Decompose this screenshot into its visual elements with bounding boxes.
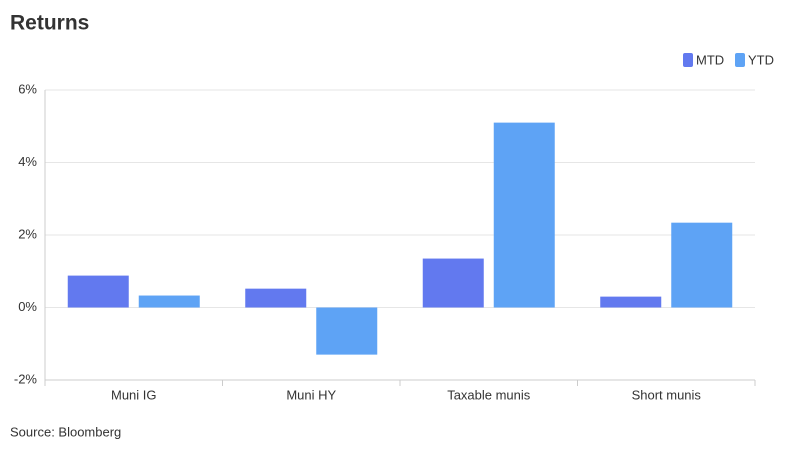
- bar: [245, 288, 307, 308]
- legend-swatch: [735, 53, 745, 67]
- legend-swatch: [683, 53, 693, 67]
- x-tick-label: Muni IG: [111, 387, 157, 402]
- source-note: Source: Bloomberg: [10, 424, 121, 439]
- bar: [600, 296, 662, 308]
- y-tick-label: 2%: [18, 226, 37, 241]
- x-tick-label: Short munis: [632, 387, 702, 402]
- x-tick-label: Muni HY: [286, 387, 336, 402]
- y-tick-label: 4%: [18, 154, 37, 169]
- bar: [138, 295, 200, 308]
- bar: [316, 307, 378, 355]
- legend-label: YTD: [748, 52, 774, 67]
- y-tick-label: 0%: [18, 299, 37, 314]
- y-tick-label: -2%: [14, 371, 38, 386]
- bar: [67, 275, 129, 308]
- bar: [671, 222, 733, 308]
- legend-label: MTD: [696, 52, 724, 67]
- bar: [493, 122, 555, 308]
- x-tick-label: Taxable munis: [447, 387, 531, 402]
- y-tick-label: 6%: [18, 81, 37, 96]
- bar: [422, 258, 484, 308]
- chart-title: Returns: [10, 12, 89, 35]
